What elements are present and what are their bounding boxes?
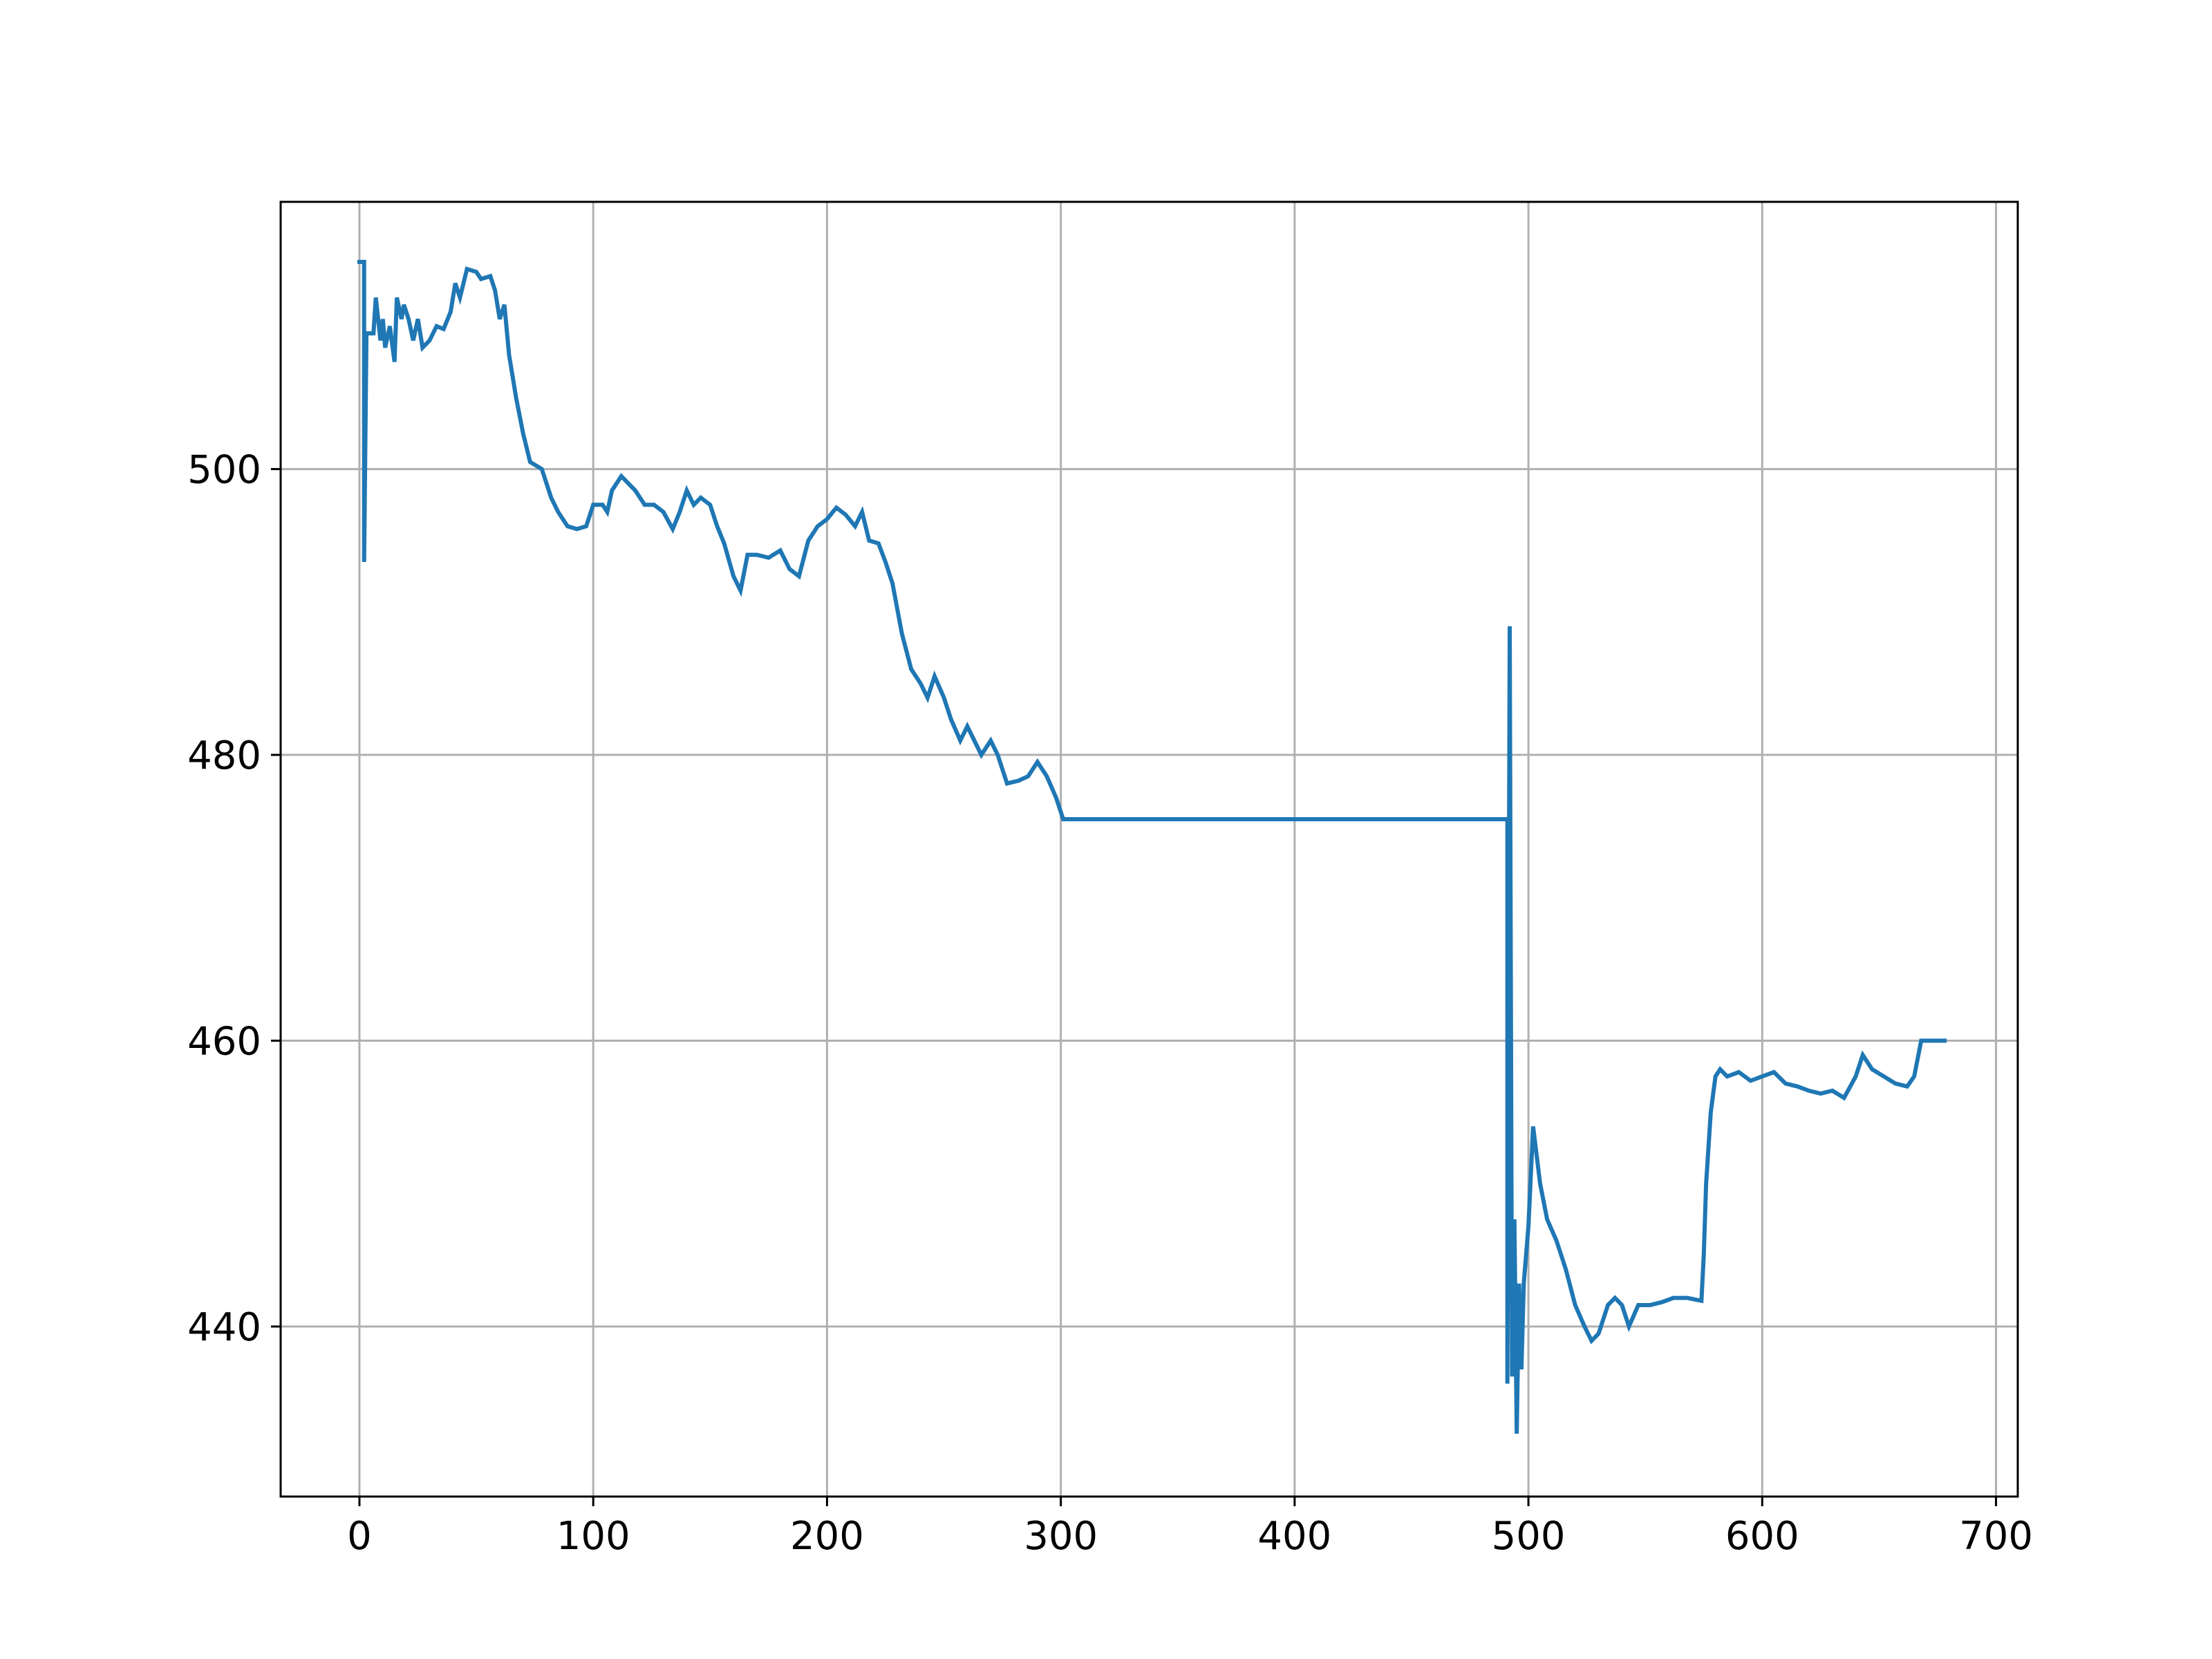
y-tick-label: 460 <box>187 1020 261 1065</box>
x-tick-label: 100 <box>556 1514 630 1559</box>
y-tick-label: 480 <box>187 733 261 778</box>
y-tick-label: 440 <box>187 1305 261 1350</box>
x-tick-label: 200 <box>790 1514 864 1559</box>
x-tick-label: 500 <box>1492 1514 1566 1559</box>
y-tick-label: 500 <box>187 448 261 493</box>
x-tick-label: 0 <box>347 1514 372 1559</box>
x-tick-label: 400 <box>1257 1514 1331 1559</box>
data-line <box>357 259 1947 1434</box>
plot-frame <box>279 200 2019 1498</box>
x-tick-label: 700 <box>1959 1514 2033 1559</box>
x-tick-label: 300 <box>1024 1514 1098 1559</box>
x-tick-label: 600 <box>1725 1514 1799 1559</box>
